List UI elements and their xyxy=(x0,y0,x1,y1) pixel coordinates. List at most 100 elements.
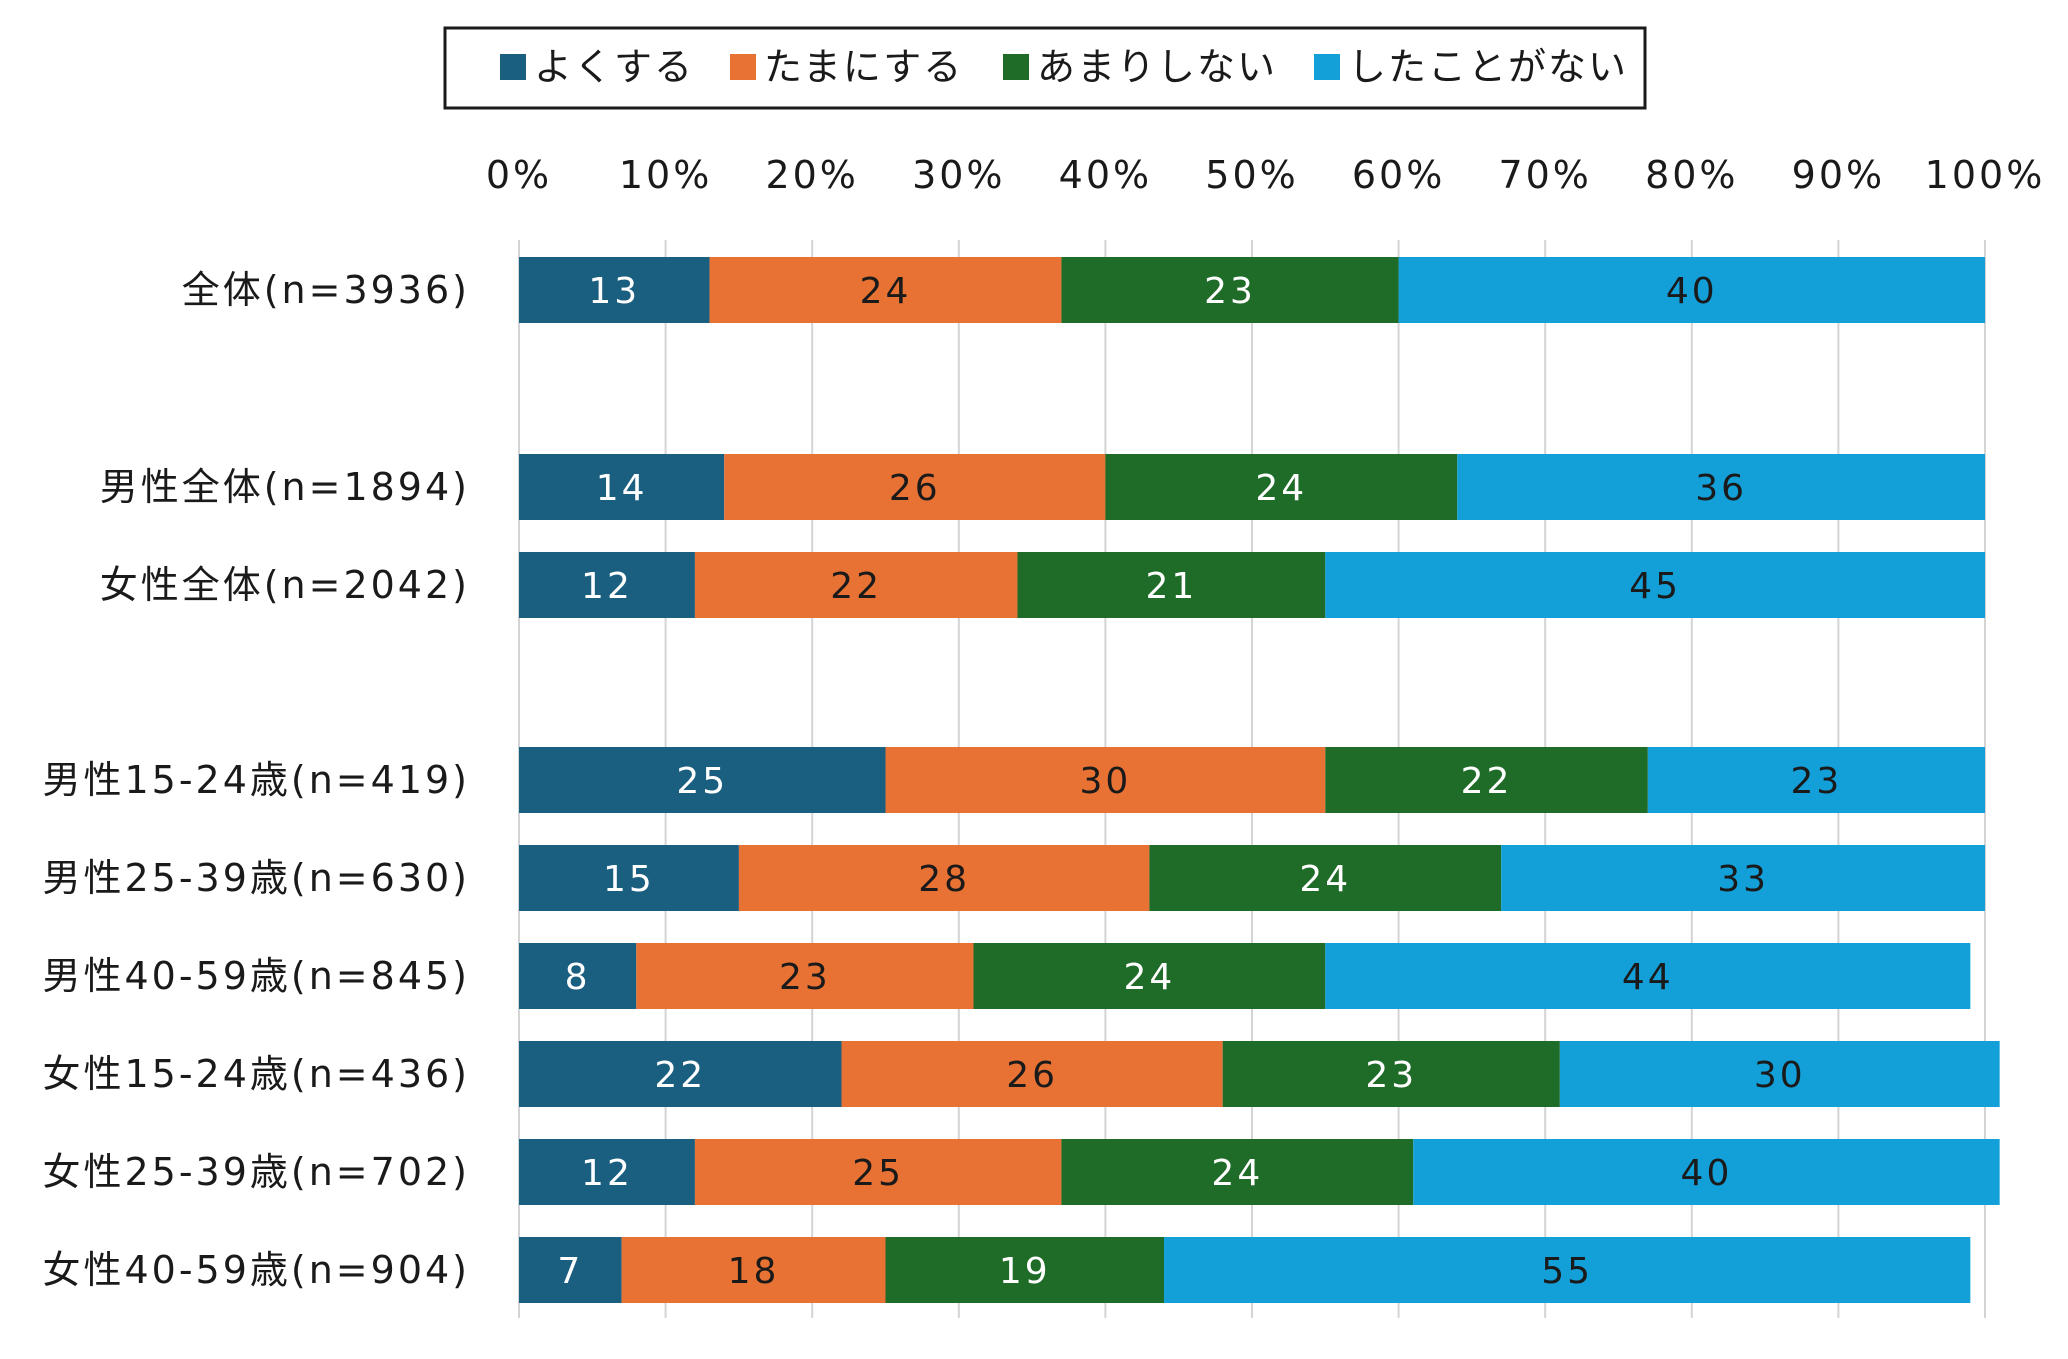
data-label: 21 xyxy=(1145,566,1197,607)
bar-segment xyxy=(694,552,1018,618)
data-label: 25 xyxy=(852,1153,904,1194)
bar-segment xyxy=(519,845,739,911)
bar-segment xyxy=(841,1041,1223,1107)
data-label: 30 xyxy=(1079,761,1131,802)
category-label: 女性全体(n=2042) xyxy=(100,563,470,607)
bar-row: 8 23 24 44 xyxy=(519,943,1971,1009)
bars: 13 24 23 40 14 26 24 36 12 22 21 45 25 30 22 23 15 28 24 33… xyxy=(519,257,2000,1303)
bar-segment xyxy=(1647,747,1985,813)
legend-label: したことがない xyxy=(1348,45,1628,89)
bar-segment xyxy=(519,1041,842,1107)
data-label: 12 xyxy=(581,1153,633,1194)
bar-segment xyxy=(1061,1139,1414,1205)
x-tick-label: 50% xyxy=(1205,153,1298,197)
data-label: 40 xyxy=(1666,271,1718,312)
legend-item: たまにする xyxy=(730,45,963,89)
bar-segment xyxy=(973,943,1326,1009)
x-tick-label: 90% xyxy=(1792,153,1885,197)
data-label: 36 xyxy=(1695,468,1747,509)
data-label: 14 xyxy=(596,468,648,509)
data-label: 15 xyxy=(603,859,655,900)
data-label: 25 xyxy=(676,761,728,802)
data-label: 55 xyxy=(1541,1251,1593,1292)
bar-row: 25 30 22 23 xyxy=(519,747,1985,813)
data-label: 26 xyxy=(889,468,941,509)
bar-segment xyxy=(1017,552,1326,618)
legend-item: あまりしない xyxy=(1003,45,1277,89)
category-label: 男性25-39歳(n=630) xyxy=(42,856,470,900)
bar-segment xyxy=(1325,747,1648,813)
bar-segment xyxy=(1164,1237,1971,1303)
category-label: 男性全体(n=1894) xyxy=(100,465,470,509)
category-labels: 全体(n=3936) 男性全体(n=1894) 女性全体(n=2042) 男性15-2… xyxy=(42,268,470,1292)
data-label: 8 xyxy=(565,957,591,998)
legend-label: たまにする xyxy=(764,45,963,89)
data-label: 23 xyxy=(779,957,831,998)
data-label: 24 xyxy=(860,271,912,312)
legend-swatch xyxy=(1003,54,1029,80)
x-tick-label: 0% xyxy=(486,153,552,197)
x-tick-label: 70% xyxy=(1498,153,1591,197)
legend-swatch xyxy=(500,54,526,80)
bar-segment xyxy=(1559,1041,2000,1107)
bar-segment xyxy=(1061,257,1399,323)
bar-segment xyxy=(709,257,1062,323)
category-label: 全体(n=3936) xyxy=(182,268,470,312)
data-label: 13 xyxy=(588,271,640,312)
data-label: 19 xyxy=(999,1251,1051,1292)
data-label: 18 xyxy=(728,1251,780,1292)
data-label: 24 xyxy=(1255,468,1307,509)
legend-item: よくする xyxy=(500,45,694,89)
bar-row: 7 18 19 55 xyxy=(519,1237,1971,1303)
bar-segment xyxy=(519,454,725,520)
bar-segment xyxy=(519,943,637,1009)
bar-segment xyxy=(1501,845,1985,911)
data-label: 24 xyxy=(1211,1153,1263,1194)
category-label: 男性40-59歳(n=845) xyxy=(42,954,470,998)
bar-segment xyxy=(1325,943,1971,1009)
bar-row: 14 26 24 36 xyxy=(519,454,1985,520)
data-label: 23 xyxy=(1204,271,1256,312)
bar-segment xyxy=(519,747,886,813)
bar-segment xyxy=(738,845,1150,911)
bar-segment xyxy=(1222,1041,1560,1107)
bar-segment xyxy=(885,747,1326,813)
bar-segment xyxy=(519,1237,622,1303)
category-label: 女性15-24歳(n=436) xyxy=(42,1052,470,1096)
data-label: 23 xyxy=(1791,761,1843,802)
x-axis-ticks: 0% 10% 20% 30% 40% 50% 60% 70% 80% 90% 100% xyxy=(486,153,2046,197)
legend-swatch xyxy=(1314,54,1340,80)
x-tick-label: 20% xyxy=(765,153,858,197)
legend-item: したことがない xyxy=(1314,45,1628,89)
legend-label: あまりしない xyxy=(1037,45,1277,89)
bar-segment xyxy=(1105,454,1458,520)
x-tick-label: 60% xyxy=(1352,153,1445,197)
bar-segment xyxy=(1398,257,1985,323)
data-label: 45 xyxy=(1629,566,1681,607)
data-label: 23 xyxy=(1365,1055,1417,1096)
data-label: 12 xyxy=(581,566,633,607)
bar-row: 12 22 21 45 xyxy=(519,552,1985,618)
category-label: 男性15-24歳(n=419) xyxy=(42,758,470,802)
data-label: 7 xyxy=(557,1251,583,1292)
bar-segment xyxy=(519,257,710,323)
x-tick-label: 100% xyxy=(1925,153,2046,197)
legend-swatch xyxy=(730,54,756,80)
bar-segment xyxy=(636,943,974,1009)
category-label: 女性25-39歳(n=702) xyxy=(42,1150,470,1194)
x-tick-label: 10% xyxy=(619,153,712,197)
data-label: 33 xyxy=(1717,859,1769,900)
bar-segment xyxy=(694,1139,1062,1205)
legend-label: よくする xyxy=(534,45,694,89)
data-label: 24 xyxy=(1123,957,1175,998)
category-label: 女性40-59歳(n=904) xyxy=(42,1248,470,1292)
data-label: 22 xyxy=(830,566,882,607)
bar-segment xyxy=(621,1237,886,1303)
bar-row: 15 28 24 33 xyxy=(519,845,1985,911)
bar-segment xyxy=(885,1237,1165,1303)
bar-segment xyxy=(1325,552,1985,618)
x-tick-label: 40% xyxy=(1059,153,1152,197)
bar-segment xyxy=(1413,1139,2000,1205)
data-label: 22 xyxy=(1461,761,1513,802)
